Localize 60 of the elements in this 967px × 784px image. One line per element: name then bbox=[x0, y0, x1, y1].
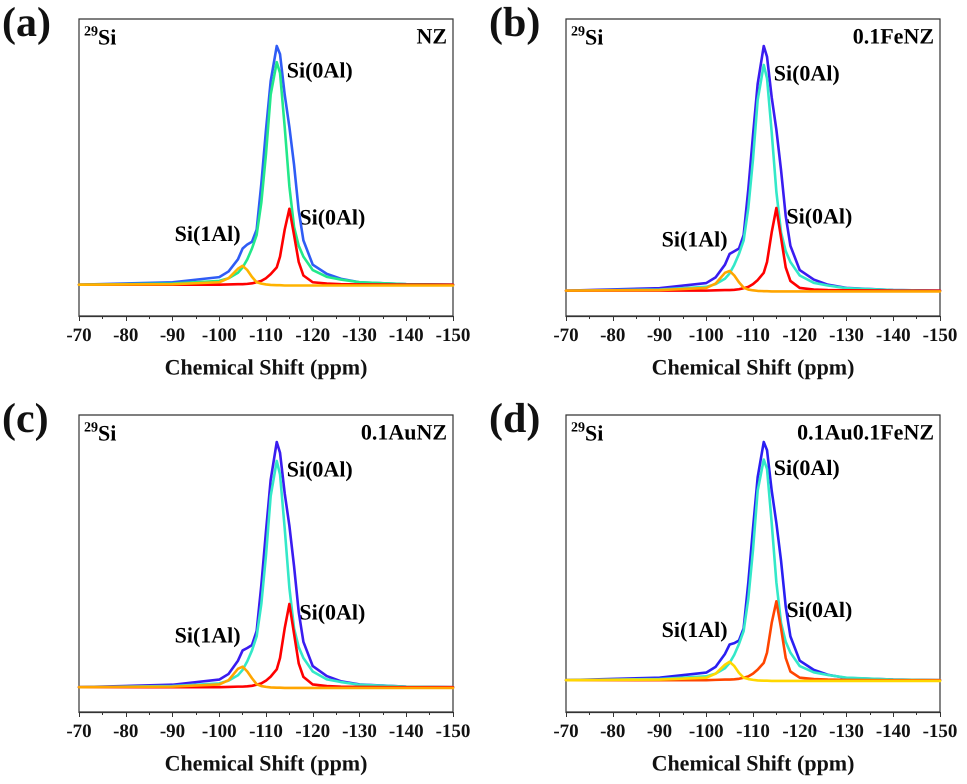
x-tick-label: -130 bbox=[829, 325, 864, 346]
x-tick-label: -150 bbox=[436, 721, 470, 742]
annotation: 0.1FeNZ bbox=[852, 24, 934, 48]
x-tick-label: -90 bbox=[646, 721, 672, 742]
x-axis-title: Chemical Shift (ppm) bbox=[164, 354, 368, 380]
x-tick-label: -80 bbox=[600, 325, 626, 346]
x-tick-label: -100 bbox=[688, 325, 724, 346]
x-tick-label: -70 bbox=[66, 721, 92, 742]
x-tick-label: -100 bbox=[688, 721, 724, 742]
x-tick-label: -100 bbox=[202, 721, 237, 742]
annotation: Si(1Al) bbox=[662, 617, 728, 642]
x-tick-label: -120 bbox=[782, 721, 818, 742]
x-axis-title: Chemical Shift (ppm) bbox=[652, 354, 854, 380]
annotation: Si(0Al) bbox=[774, 455, 840, 480]
x-tick-label: -100 bbox=[202, 325, 237, 346]
x-tick-label: -130 bbox=[342, 325, 377, 346]
x-tick-label: -140 bbox=[876, 325, 911, 346]
chart-title: (b) bbox=[489, 0, 540, 46]
annotation: Si(0Al) bbox=[286, 456, 353, 482]
x-tick-label: -90 bbox=[646, 325, 672, 346]
x-tick-label: -90 bbox=[160, 325, 186, 346]
x-tick-label: -70 bbox=[553, 325, 579, 346]
annotation: Si(0Al) bbox=[774, 60, 840, 86]
annotation: 0.1AuNZ bbox=[360, 420, 448, 444]
x-tick-label: -80 bbox=[113, 721, 138, 742]
chart-title: (a) bbox=[2, 0, 51, 46]
x-tick-label: -120 bbox=[295, 721, 330, 742]
x-tick-label: -80 bbox=[113, 325, 138, 346]
annotation: Si(0Al) bbox=[299, 204, 366, 230]
annotation: Si(1Al) bbox=[174, 221, 241, 246]
chart-title: (c) bbox=[2, 396, 49, 442]
x-tick-label: -140 bbox=[876, 721, 911, 742]
annotation: Si(0Al) bbox=[786, 596, 852, 622]
annotation: Si(1Al) bbox=[662, 226, 728, 252]
x-tick-label: -90 bbox=[160, 721, 186, 742]
x-tick-label: -140 bbox=[388, 325, 424, 346]
annotation: 0.1Au0.1FeNZ bbox=[797, 420, 934, 444]
x-tick-label: -120 bbox=[782, 325, 818, 346]
x-axis-title: Chemical Shift (ppm) bbox=[164, 750, 368, 776]
annotation: Si(1Al) bbox=[174, 622, 241, 648]
x-tick-label: -150 bbox=[436, 325, 470, 346]
annotation: Si(0Al) bbox=[299, 600, 366, 624]
annotation: Si(0Al) bbox=[786, 204, 852, 228]
x-tick-label: -110 bbox=[736, 325, 770, 346]
annotation: NZ bbox=[416, 24, 447, 48]
x-tick-label: -110 bbox=[249, 325, 283, 346]
x-tick-label: -80 bbox=[600, 721, 626, 742]
x-tick-label: -140 bbox=[388, 721, 424, 742]
x-tick-label: -150 bbox=[922, 721, 958, 742]
x-tick-label: -130 bbox=[342, 721, 377, 742]
x-tick-label: -110 bbox=[736, 721, 770, 742]
x-tick-label: -120 bbox=[295, 325, 330, 346]
x-axis-title: Chemical Shift (ppm) bbox=[652, 750, 854, 776]
x-tick-label: -150 bbox=[922, 325, 958, 346]
x-tick-label: -70 bbox=[553, 721, 579, 742]
x-tick-label: -130 bbox=[829, 721, 864, 742]
x-tick-label: -110 bbox=[249, 721, 283, 742]
annotation: Si(0Al) bbox=[286, 58, 353, 83]
chart-title: (d) bbox=[489, 396, 540, 442]
x-tick-label: -70 bbox=[66, 325, 92, 346]
